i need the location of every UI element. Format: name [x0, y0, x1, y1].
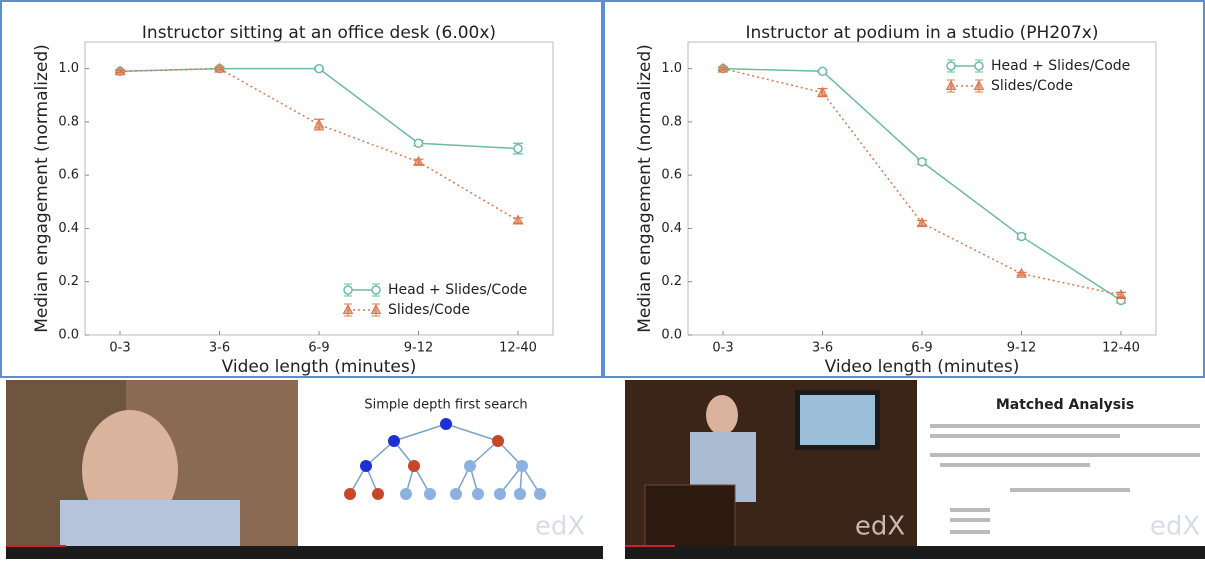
player-bar — [298, 546, 603, 559]
watermark: edX — [535, 512, 585, 542]
x-tick-label: 6-9 — [911, 341, 932, 356]
legend-marker — [946, 61, 956, 71]
video-slide — [298, 380, 603, 559]
y-tick-label: 0.0 — [661, 328, 682, 343]
x-tick-label: 3-6 — [812, 341, 833, 356]
video-frames: Simple depth first search edX edX Matche… — [6, 380, 1205, 560]
marker — [917, 157, 927, 167]
marker — [313, 118, 325, 129]
player-bar — [917, 546, 1205, 559]
slide-title: Matched Analysis — [996, 397, 1134, 413]
tree-nodes — [344, 418, 546, 500]
legend-label: Head + Slides/Code — [388, 282, 527, 298]
x-tick-label: 0-3 — [109, 341, 130, 356]
y-tick-label: 0.6 — [661, 168, 682, 183]
y-tick-label: 0.4 — [661, 221, 682, 236]
marker — [214, 62, 225, 73]
y-axis-label: Median engagement (normalized) — [635, 44, 655, 333]
x-axis-label: Video length (minutes) — [222, 357, 417, 377]
x-tick-label: 9-12 — [404, 341, 434, 356]
x-tick-label: 6-9 — [308, 341, 329, 356]
marker — [1016, 231, 1027, 242]
legend-marker — [342, 303, 354, 314]
legend-marker — [370, 303, 382, 314]
legend-marker — [343, 285, 353, 295]
legend-marker — [945, 79, 957, 90]
x-axis-label: Video length (minutes) — [825, 357, 1020, 377]
slide-title: Simple depth first search — [364, 398, 527, 413]
y-tick-label: 0.8 — [58, 114, 79, 129]
chart-title: Instructor sitting at an office desk (6.… — [142, 23, 496, 43]
progress — [6, 545, 66, 547]
x-tick-label: 3-6 — [209, 341, 230, 356]
person-head — [706, 395, 738, 435]
y-tick-label: 0.2 — [661, 274, 682, 289]
video-slide — [917, 380, 1205, 559]
marker — [413, 155, 424, 166]
marker — [916, 217, 928, 228]
panel-border — [0, 0, 603, 378]
y-tick-label: 0.6 — [58, 168, 79, 183]
watermark: edX — [1150, 512, 1200, 542]
x-tick-label: 0-3 — [712, 341, 733, 356]
y-tick-label: 1.0 — [58, 61, 79, 76]
player-bar — [6, 546, 298, 559]
y-tick-label: 0.0 — [58, 328, 79, 343]
legend-label: Slides/Code — [991, 78, 1073, 94]
legend-label: Head + Slides/Code — [991, 58, 1130, 74]
legend-marker — [974, 61, 984, 71]
legend-marker — [973, 79, 985, 90]
chart-title: Instructor at podium in a studio (PH207x… — [746, 23, 1099, 43]
marker — [314, 63, 324, 74]
player-bar — [625, 546, 917, 559]
x-tick-label: 12-40 — [1102, 341, 1140, 356]
marker — [817, 86, 828, 97]
y-tick-label: 0.2 — [58, 274, 79, 289]
x-tick-label: 9-12 — [1007, 341, 1037, 356]
legend-label: Slides/Code — [388, 302, 470, 318]
y-axis-label: Median engagement (normalized) — [32, 44, 52, 333]
legend-marker — [371, 285, 381, 295]
y-tick-label: 1.0 — [661, 61, 682, 76]
tv-display — [800, 395, 875, 445]
y-tick-label: 0.8 — [661, 114, 682, 129]
marker — [513, 143, 523, 154]
marker — [717, 62, 729, 73]
x-tick-label: 12-40 — [499, 341, 537, 356]
progress — [625, 545, 675, 547]
panel-border — [603, 0, 1205, 378]
slide-text-lines — [930, 424, 1200, 534]
marker — [1115, 288, 1127, 300]
marker — [114, 65, 126, 76]
marker — [817, 66, 828, 77]
series-line — [119, 67, 519, 222]
watermark: edX — [855, 512, 905, 542]
marker — [1016, 267, 1027, 278]
y-tick-label: 0.4 — [58, 221, 79, 236]
marker — [413, 138, 424, 148]
marker — [512, 214, 524, 225]
